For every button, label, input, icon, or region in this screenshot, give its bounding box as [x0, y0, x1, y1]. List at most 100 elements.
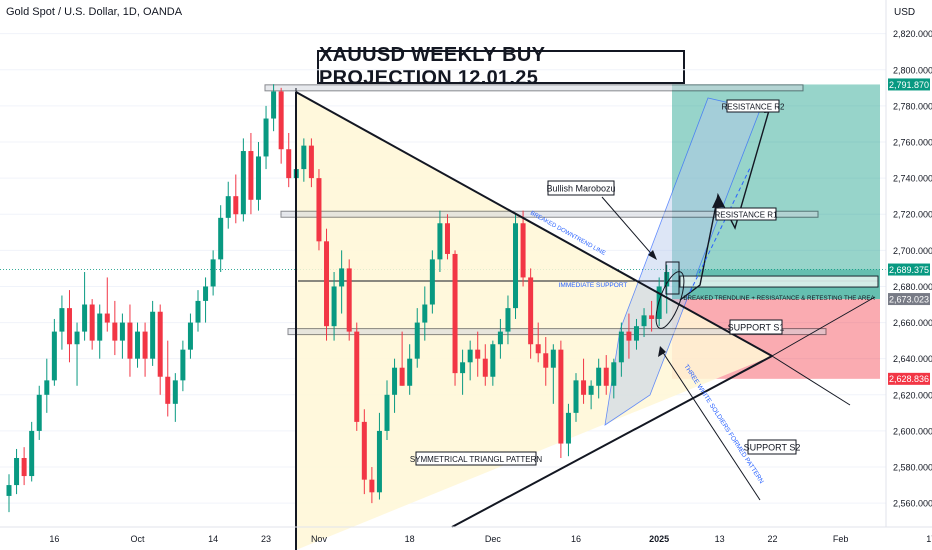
candle-body	[172, 380, 178, 404]
symmetrical-triangle-label-box	[415, 451, 537, 466]
candle-body	[520, 223, 526, 278]
x-tick-label: Dec	[485, 534, 502, 544]
candle-body	[618, 331, 624, 363]
candle-body	[308, 145, 314, 179]
candle-body	[407, 358, 413, 386]
support-s1-box	[287, 328, 827, 336]
rising-channel	[605, 98, 760, 425]
candle-body	[528, 277, 534, 345]
candle-body	[543, 353, 549, 368]
price-label-tag	[888, 263, 930, 276]
immediate-support-label: IMMEDIATE SUPPORT	[559, 282, 628, 289]
breakout-circle	[655, 271, 685, 329]
marobozu-arrow	[601, 196, 656, 259]
candle-body	[225, 196, 231, 218]
triangle-pattern	[296, 92, 772, 550]
candle-body	[36, 394, 42, 431]
marobozu-box	[665, 261, 680, 295]
candle-body	[361, 421, 367, 480]
candle-body	[429, 259, 435, 305]
downtrend-line	[295, 91, 773, 357]
candle-body	[218, 217, 224, 260]
candle-body	[482, 358, 488, 377]
x-tick-label: 13	[715, 534, 725, 544]
candle-body	[150, 311, 156, 359]
candle-body	[255, 156, 261, 200]
candles	[6, 84, 670, 513]
candle-body	[187, 322, 193, 350]
trend-lines	[295, 88, 876, 550]
candle-body	[248, 151, 254, 200]
y-tick-label: 2,800.000	[893, 65, 932, 75]
candle-body	[14, 457, 20, 486]
price-label-tag	[888, 372, 930, 385]
y-tick-label: 2,640.000	[893, 354, 932, 364]
candle-body	[422, 304, 428, 323]
candle-body	[369, 479, 375, 493]
x-tick-label: Feb	[833, 534, 849, 544]
candle-body	[497, 331, 503, 345]
y-tick-label: 2,600.000	[893, 426, 932, 436]
candle-body	[641, 315, 647, 327]
candle-body	[354, 331, 360, 422]
candle-body	[664, 272, 670, 287]
x-tick-label: 16	[571, 534, 581, 544]
currency-label[interactable]: USD	[894, 7, 916, 18]
candle-body	[596, 367, 602, 386]
x-tick-label: Nov	[311, 534, 328, 544]
candle-body	[89, 304, 95, 341]
y-tick-label: 2,700.000	[893, 246, 932, 256]
candle-body	[475, 349, 481, 359]
candle-body	[324, 241, 330, 327]
x-tick-label: 17	[926, 534, 932, 544]
candle-body	[286, 149, 292, 179]
candle-body	[203, 286, 209, 301]
candle-body	[240, 151, 246, 215]
candle-body	[66, 308, 72, 345]
y-tick-label: 2,680.000	[893, 282, 932, 292]
candle-body	[467, 349, 473, 363]
price-label-tag	[888, 78, 930, 91]
resistance-r1-label-box	[715, 207, 777, 221]
price-label-value: 2,628.836	[889, 374, 929, 384]
candle-body	[505, 308, 511, 332]
price-label-tag	[888, 293, 930, 306]
candle-body	[346, 268, 352, 332]
y-tick-label: 2,620.000	[893, 390, 932, 400]
x-tick-label: 16	[49, 534, 59, 544]
projection-arrowhead	[712, 195, 724, 208]
x-tick-label: 2025	[649, 534, 669, 544]
candle-body	[565, 412, 571, 444]
candle-body	[611, 362, 617, 386]
candle-body	[573, 380, 579, 413]
candle-body	[649, 315, 655, 319]
candle-body	[97, 313, 103, 341]
candle-body	[513, 223, 519, 309]
x-tick-label: 23	[261, 534, 271, 544]
candle-body	[21, 457, 27, 477]
candle-body	[157, 311, 163, 377]
y-tick-label: 2,760.000	[893, 138, 932, 148]
x-tick-label: 22	[768, 534, 778, 544]
candle-body	[331, 286, 337, 327]
candle-body	[135, 331, 141, 359]
support-s2-label-box	[747, 439, 797, 455]
candle-body	[437, 223, 443, 260]
bullish-marobozu-label: Bullish Marobozu	[546, 184, 615, 194]
candle-body	[301, 145, 307, 170]
resistance-r2-box	[264, 84, 804, 92]
candle-body	[44, 380, 50, 395]
chart-title: XAUUSD WEEKLY BUY PROJECTION 12.01.25	[317, 44, 685, 89]
breaked-trendline-box	[679, 275, 879, 288]
candle-body	[74, 331, 80, 345]
candle-body	[588, 385, 594, 395]
resistance-r1-label: RESISTANCE R1	[715, 211, 779, 220]
candle-body	[180, 349, 186, 381]
support-s1-label: SUPPORT S1	[728, 323, 785, 333]
downtrend-extension	[771, 355, 851, 406]
candle-body	[392, 367, 398, 395]
position-zones	[672, 84, 880, 379]
price-label-value: 2,673.023	[889, 294, 929, 304]
